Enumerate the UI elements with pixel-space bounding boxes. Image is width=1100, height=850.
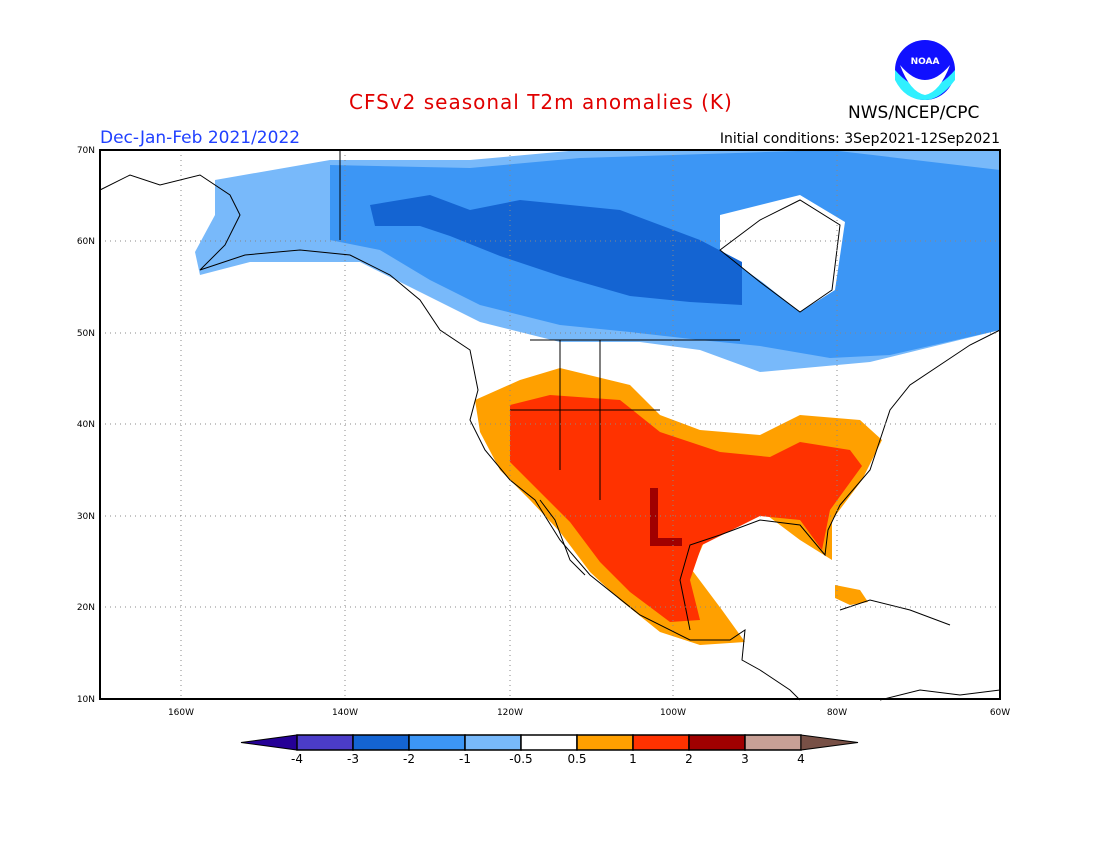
colorbar-arrow-low xyxy=(240,734,298,751)
colorbar-label: -3 xyxy=(347,752,359,766)
colorbar-label: 4 xyxy=(797,752,805,766)
lat-label: 50N xyxy=(77,329,95,339)
agency-label: NWS/NCEP/CPC xyxy=(848,103,980,123)
colorbar-swatch xyxy=(688,734,746,751)
colorbar-swatch xyxy=(744,734,802,751)
svg-text:NOAA: NOAA xyxy=(911,57,940,67)
colorbar-swatch xyxy=(408,734,466,751)
hudson-bay-neutral xyxy=(720,195,845,312)
anomaly-field xyxy=(195,150,1000,645)
lat-label: 70N xyxy=(77,146,95,156)
colorbar-swatch xyxy=(296,734,354,751)
colorbar-label: 1 xyxy=(629,752,637,766)
lat-label: 20N xyxy=(77,603,95,613)
colorbar-labels: -4 -3 -2 -1 -0.5 0.5 1 2 3 4 xyxy=(291,752,805,766)
caribbean-anomaly xyxy=(835,585,868,605)
colorbar-swatch xyxy=(464,734,522,751)
lon-label: 140W xyxy=(332,708,358,718)
anomaly-1-to-2 xyxy=(510,395,862,622)
lon-label: 80W xyxy=(827,708,847,718)
lat-label: 40N xyxy=(77,420,95,430)
colorbar-arrow-high xyxy=(800,734,859,751)
figure-title: CFSv2 seasonal T2m anomalies (K) xyxy=(349,90,733,114)
map-frame xyxy=(99,149,1001,700)
colorbar-label: -0.5 xyxy=(509,752,532,766)
colorbar-label: -2 xyxy=(403,752,415,766)
lon-axis-labels: 160W 140W 120W 100W 80W 60W xyxy=(168,708,1010,718)
colorbar-label: 2 xyxy=(685,752,693,766)
lon-label: 60W xyxy=(990,708,1010,718)
coastlines xyxy=(99,150,1001,701)
lat-label: 10N xyxy=(77,695,95,705)
lon-label: 120W xyxy=(497,708,523,718)
lat-label: 30N xyxy=(77,512,95,522)
colorbar-swatch xyxy=(632,734,690,751)
anomaly-2-to-3 xyxy=(650,488,682,546)
noaa-logo: NOAA xyxy=(895,40,955,100)
colorbar xyxy=(240,734,859,751)
colorbar-swatch xyxy=(520,734,578,751)
anomaly-minus-2-to-3 xyxy=(370,195,742,305)
lon-label: 100W xyxy=(660,708,686,718)
colorbar-label: -1 xyxy=(459,752,471,766)
initial-conditions: Initial conditions: 3Sep2021-12Sep2021 xyxy=(719,131,1000,147)
lat-axis-labels: 70N 60N 50N 40N 30N 20N 10N xyxy=(77,146,95,705)
colorbar-label: 0.5 xyxy=(567,752,586,766)
forecast-period: Dec-Jan-Feb 2021/2022 xyxy=(100,128,301,148)
colorbar-label: -4 xyxy=(291,752,303,766)
colorbar-swatch xyxy=(352,734,410,751)
colorbar-swatch xyxy=(576,734,634,751)
colorbar-label: 3 xyxy=(741,752,749,766)
lon-label: 160W xyxy=(168,708,194,718)
lat-label: 60N xyxy=(77,237,95,247)
graticule xyxy=(100,150,1000,699)
